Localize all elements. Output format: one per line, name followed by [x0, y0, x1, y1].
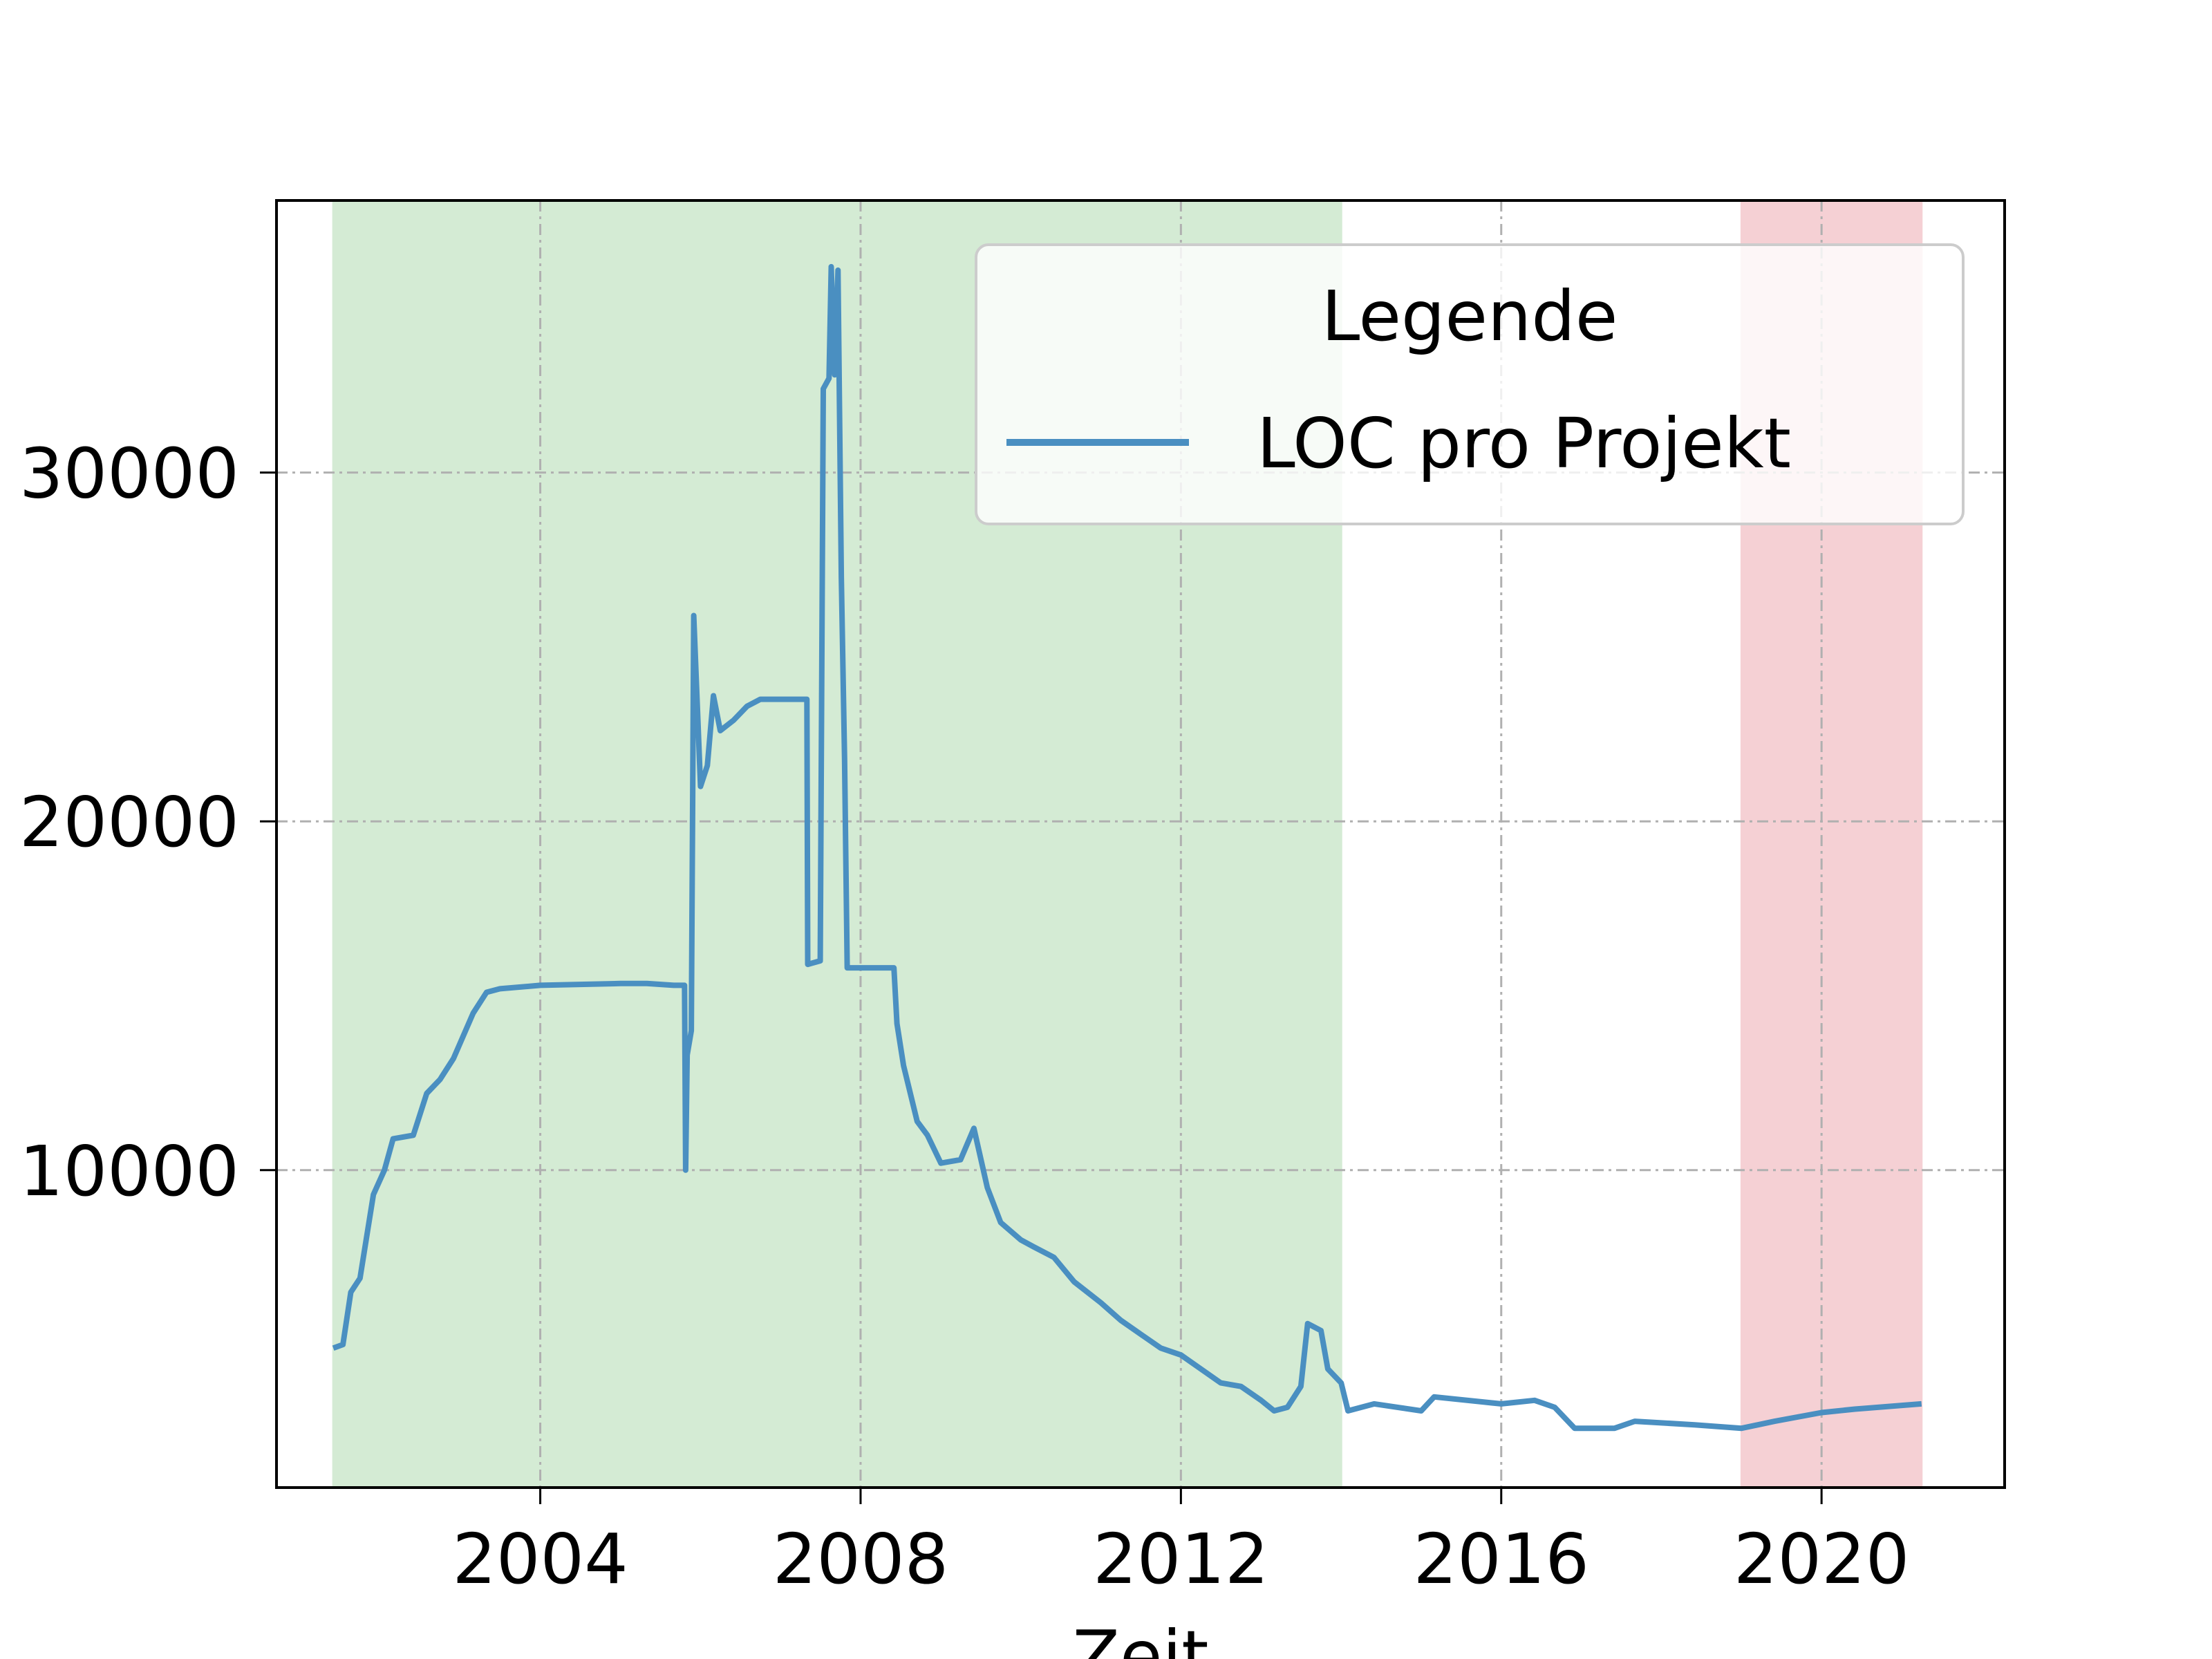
x-axis: 2004 2008 2012 2016 2020	[452, 1488, 1909, 1600]
legend-box	[975, 243, 1965, 525]
legend: Legende LOC pro Projekt	[975, 243, 1965, 525]
x-axis-label: Zeit	[1072, 1615, 1208, 1659]
y-tick-label: 30000	[19, 433, 239, 514]
series-lines	[332, 263, 1922, 1432]
x-tick-label: 2012	[1093, 1519, 1269, 1600]
plot-frame	[275, 199, 2006, 1489]
legend-entry-label: LOC pro Projekt	[1257, 403, 1791, 484]
series-line-loc-pro-projekt	[332, 263, 1922, 1432]
x-tick-label: 2008	[773, 1519, 949, 1600]
x-tick-label: 2016	[1414, 1519, 1590, 1600]
x-tick-label: 2004	[452, 1519, 628, 1600]
y-axis: 10000 20000 30000	[19, 433, 276, 1212]
x-tick-label: 2020	[1734, 1519, 1910, 1600]
y-tick-label: 10000	[19, 1131, 239, 1212]
y-tick-label: 20000	[19, 782, 239, 863]
legend-title: Legende	[1322, 276, 1618, 357]
